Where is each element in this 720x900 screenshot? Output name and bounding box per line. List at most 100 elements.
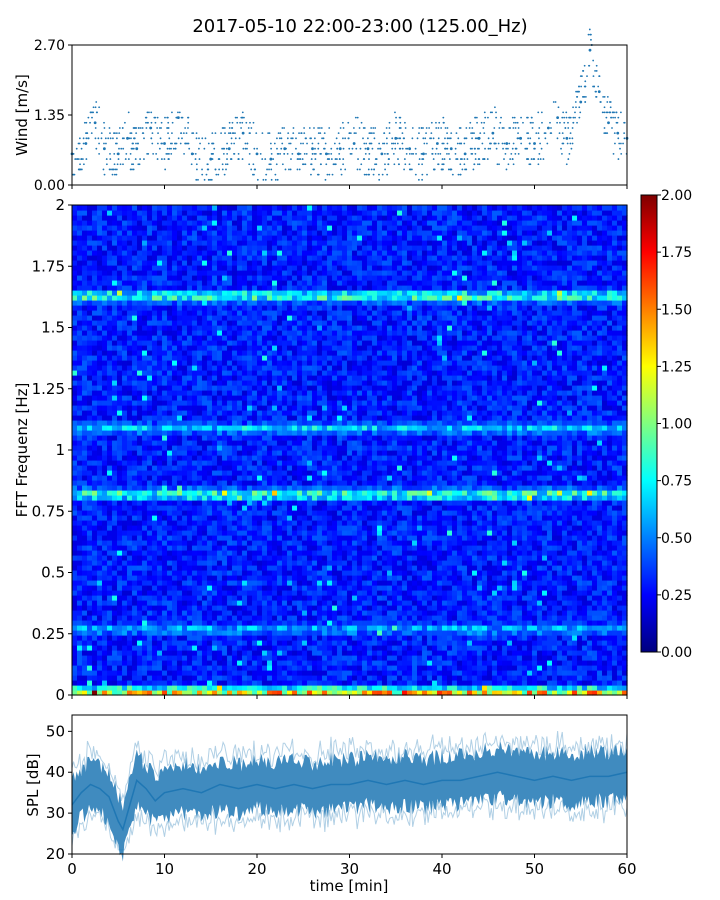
wind-noise-point (435, 121, 437, 124)
heatmap-cell (187, 680, 193, 686)
heatmap-cell (102, 600, 108, 606)
heatmap-cell (197, 430, 203, 436)
heatmap-cell (167, 425, 173, 431)
wind-noise-point (166, 116, 169, 119)
heatmap-cell (212, 555, 218, 561)
heatmap-cell (157, 670, 163, 676)
heatmap-cell (177, 640, 183, 646)
wind-noise-point (164, 116, 166, 119)
heatmap-cell (177, 510, 183, 516)
heatmap-cell (87, 365, 93, 371)
heatmap-cell (217, 295, 223, 301)
heatmap-cell (207, 455, 213, 461)
wind-noise-point (98, 106, 101, 109)
heatmap-cell (112, 510, 118, 516)
heatmap-cell (217, 290, 223, 296)
wind-scatter (70, 28, 629, 181)
heatmap-cell (82, 385, 88, 391)
heatmap-cell (117, 295, 123, 301)
heatmap-cell (92, 335, 98, 341)
wind-noise-point (156, 116, 159, 119)
heatmap-cell (167, 280, 173, 286)
wind-noise-point (94, 106, 97, 109)
heatmap-cell (77, 395, 83, 401)
heatmap-cell (247, 405, 253, 411)
heatmap-cell (167, 495, 173, 501)
heatmap-cell (117, 510, 123, 516)
heatmap-cell (212, 575, 218, 581)
heatmap-cell (152, 675, 158, 681)
heatmap-cell (172, 670, 178, 676)
heatmap-cell (162, 275, 168, 281)
wind-noise-point (444, 137, 446, 140)
heatmap-cell (97, 430, 103, 436)
wind-noise-point (206, 163, 209, 166)
heatmap-cell (192, 505, 198, 511)
heatmap-cell (142, 495, 148, 501)
heatmap-cell (262, 505, 268, 511)
heatmap-cell (117, 365, 123, 371)
heatmap-cell (172, 605, 178, 611)
heatmap-cell (167, 240, 173, 246)
heatmap-cell (237, 405, 243, 411)
wind-point (102, 147, 106, 151)
heatmap-cell (237, 470, 243, 476)
wind-noise-point (76, 158, 79, 160)
heatmap-cell (202, 275, 208, 281)
heatmap-cell (192, 415, 198, 421)
heatmap-cell (82, 300, 88, 306)
heatmap-cell (127, 675, 133, 681)
heatmap-cell (217, 675, 223, 681)
wind-noise-point (509, 127, 512, 129)
heatmap-cell (122, 640, 128, 646)
heatmap-cell (222, 440, 228, 446)
wind-noise-point (197, 178, 199, 181)
heatmap-cell (122, 390, 128, 396)
heatmap-cell (117, 495, 123, 501)
heatmap-cell (97, 505, 103, 511)
wind-noise-point (460, 142, 462, 145)
heatmap-cell (167, 690, 173, 696)
heatmap-cell (112, 645, 118, 651)
heatmap-cell (187, 600, 193, 606)
heatmap-cell (187, 295, 193, 301)
heatmap-cell (232, 600, 238, 606)
heatmap-cell (182, 420, 188, 426)
heatmap-cell (137, 375, 143, 381)
wind-noise-point (135, 142, 137, 145)
heatmap-cell (97, 385, 103, 391)
heatmap-cell (127, 580, 133, 586)
wind-noise-point (374, 158, 377, 160)
heatmap-cell (242, 405, 248, 411)
heatmap-cell (187, 405, 193, 411)
heatmap-cell (112, 465, 118, 471)
heatmap-cell (117, 650, 123, 656)
wind-ytick-label: 1.35 (34, 108, 65, 124)
heatmap-cell (167, 610, 173, 616)
heatmap-cell (122, 630, 128, 636)
heatmap-cell (72, 580, 78, 586)
heatmap-cell (207, 375, 213, 381)
heatmap-cell (122, 320, 128, 326)
heatmap-cell (177, 265, 183, 271)
heatmap-cell (117, 460, 123, 466)
heatmap-cell (217, 585, 223, 591)
heatmap-cell (222, 410, 228, 416)
heatmap-cell (142, 660, 148, 666)
heatmap-cell (212, 375, 218, 381)
wind-noise-point (516, 121, 519, 124)
heatmap-cell (262, 410, 268, 416)
heatmap-cell (257, 430, 263, 436)
heatmap-cell (217, 550, 223, 556)
heatmap-cell (122, 500, 128, 506)
heatmap-cell (127, 385, 133, 391)
heatmap-cell (217, 575, 223, 581)
heatmap-cell (187, 345, 193, 351)
wind-noise-point (470, 132, 473, 135)
heatmap-cell (127, 240, 133, 246)
heatmap-cell (222, 305, 228, 311)
heatmap-cell (232, 410, 238, 416)
heatmap-cell (177, 645, 183, 651)
heatmap-cell (147, 430, 153, 436)
heatmap-cell (252, 580, 258, 586)
